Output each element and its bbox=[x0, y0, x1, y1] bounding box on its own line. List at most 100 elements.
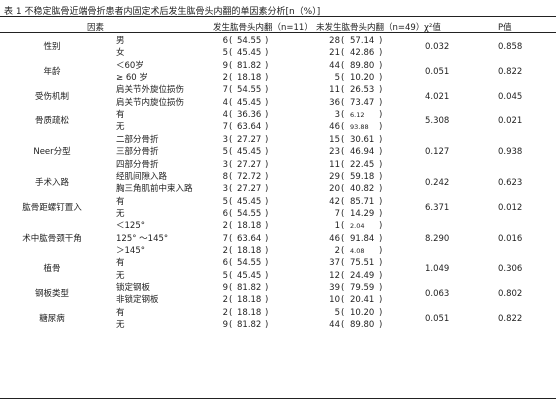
group1-paren-open: ( bbox=[229, 36, 233, 46]
group1-percent: 18.18 bbox=[237, 221, 262, 232]
group2-count: 3 bbox=[334, 110, 340, 121]
group2-paren-open: ( bbox=[341, 159, 345, 170]
group1-count: 5 bbox=[222, 147, 228, 158]
p-value: 0.822 bbox=[498, 66, 523, 77]
bottom-rule bbox=[0, 398, 556, 399]
group1-percent: 81.82 bbox=[237, 60, 262, 71]
factor-label: 年龄 bbox=[43, 66, 61, 77]
group1-paren-open: ( bbox=[229, 48, 233, 59]
group1-paren-open: ( bbox=[229, 159, 233, 170]
group2-paren-open: ( bbox=[341, 36, 345, 46]
group2-paren-open: ( bbox=[341, 73, 345, 84]
group2-paren-close: ) bbox=[379, 233, 383, 244]
group1-paren-close: ) bbox=[265, 73, 269, 84]
group1-count: 7 bbox=[222, 233, 228, 244]
group2-paren-open: ( bbox=[341, 171, 345, 182]
header-p: P值 bbox=[498, 23, 512, 33]
group2-paren-close: ) bbox=[379, 73, 383, 84]
group2-count: 23 bbox=[329, 147, 340, 158]
level-label: 男 bbox=[116, 36, 125, 46]
group1-percent: 18.18 bbox=[237, 73, 262, 84]
group1-count: 9 bbox=[222, 283, 228, 293]
group2-percent: 40.82 bbox=[350, 184, 375, 195]
group2-count: 1 bbox=[334, 221, 340, 232]
group1-paren-close: ) bbox=[265, 320, 269, 331]
chi-value: 0.032 bbox=[425, 42, 450, 53]
group1-paren-open: ( bbox=[229, 85, 233, 96]
group1-paren-open: ( bbox=[229, 122, 233, 133]
group1-paren-open: ( bbox=[229, 245, 233, 256]
group2-paren-close: ) bbox=[379, 320, 383, 331]
chi-value: 8.290 bbox=[425, 233, 450, 244]
group1-paren-open: ( bbox=[229, 295, 233, 306]
group2-paren-open: ( bbox=[341, 270, 345, 281]
group2-paren-open: ( bbox=[341, 221, 345, 232]
group1-paren-open: ( bbox=[229, 283, 233, 293]
group2-paren-close: ) bbox=[379, 171, 383, 182]
group2-paren-close: ) bbox=[379, 48, 383, 59]
group1-paren-open: ( bbox=[229, 97, 233, 108]
group1-paren-open: ( bbox=[229, 60, 233, 71]
group2-count: 36 bbox=[329, 97, 340, 108]
group2-count: 46 bbox=[329, 122, 340, 133]
group2-paren-open: ( bbox=[341, 110, 345, 121]
factor-label: 肱骨距螺钉置入 bbox=[22, 202, 82, 213]
group1-paren-close: ) bbox=[265, 147, 269, 158]
group2-paren-close: ) bbox=[379, 36, 383, 46]
group1-paren-close: ) bbox=[265, 283, 269, 293]
group1-count: 3 bbox=[222, 159, 228, 170]
factor-label: 手术入路 bbox=[34, 178, 69, 189]
factor-label: Neer分型 bbox=[33, 147, 71, 158]
group1-percent: 72.72 bbox=[237, 171, 262, 182]
header-chi: χ²值 bbox=[424, 23, 441, 33]
group2-count: 20 bbox=[329, 184, 340, 195]
group2-paren-open: ( bbox=[341, 184, 345, 195]
group1-paren-open: ( bbox=[229, 320, 233, 331]
group2-percent: 2.04 bbox=[350, 222, 365, 231]
group1-paren-open: ( bbox=[229, 134, 233, 145]
group2-paren-close: ) bbox=[379, 196, 383, 207]
group2-count: 2 bbox=[334, 245, 340, 256]
group2-paren-close: ) bbox=[379, 208, 383, 219]
group2-percent: 42.86 bbox=[350, 48, 375, 59]
group2-count: 7 bbox=[334, 208, 340, 219]
table-caption: 表 1 不稳定肱骨近端骨折患者内固定术后发生肱骨头内翻的单因素分析[n（%）] bbox=[4, 7, 321, 17]
level-label: 有 bbox=[116, 307, 125, 318]
level-label: ＜125° bbox=[116, 221, 145, 232]
group1-percent: 54.55 bbox=[237, 36, 262, 46]
group1-paren-close: ) bbox=[265, 208, 269, 219]
group1-count: 6 bbox=[222, 208, 228, 219]
group1-count: 6 bbox=[222, 36, 228, 46]
group1-paren-open: ( bbox=[229, 270, 233, 281]
group2-percent: 10.20 bbox=[350, 73, 375, 84]
chi-value: 1.049 bbox=[425, 264, 450, 275]
group2-percent: 26.53 bbox=[350, 85, 375, 96]
group1-count: 6 bbox=[222, 258, 228, 269]
group1-paren-open: ( bbox=[229, 184, 233, 195]
group1-count: 4 bbox=[222, 97, 228, 108]
group2-paren-close: ) bbox=[379, 245, 383, 256]
p-value: 0.938 bbox=[498, 147, 523, 158]
level-label: 三部分骨折 bbox=[116, 147, 159, 158]
group2-paren-open: ( bbox=[341, 122, 345, 133]
group2-percent: 89.80 bbox=[350, 320, 375, 331]
group2-paren-open: ( bbox=[341, 283, 345, 293]
level-label: 有 bbox=[116, 258, 125, 269]
group1-percent: 45.45 bbox=[237, 270, 262, 281]
group1-percent: 18.18 bbox=[237, 307, 262, 318]
group2-count: 10 bbox=[329, 295, 340, 306]
group2-count: 29 bbox=[329, 171, 340, 182]
group2-count: 12 bbox=[329, 270, 340, 281]
group1-percent: 36.36 bbox=[237, 110, 262, 121]
level-label: 无 bbox=[116, 122, 125, 133]
group2-count: 37 bbox=[329, 258, 340, 269]
level-label: ≥ 60 岁 bbox=[116, 73, 148, 84]
group2-paren-close: ) bbox=[379, 283, 383, 293]
top-rule bbox=[0, 16, 556, 17]
level-label: 二部分骨折 bbox=[116, 134, 159, 145]
group1-paren-open: ( bbox=[229, 208, 233, 219]
group2-count: 21 bbox=[329, 48, 340, 59]
group2-paren-open: ( bbox=[341, 134, 345, 145]
level-label: 无 bbox=[116, 320, 125, 331]
group2-paren-open: ( bbox=[341, 233, 345, 244]
